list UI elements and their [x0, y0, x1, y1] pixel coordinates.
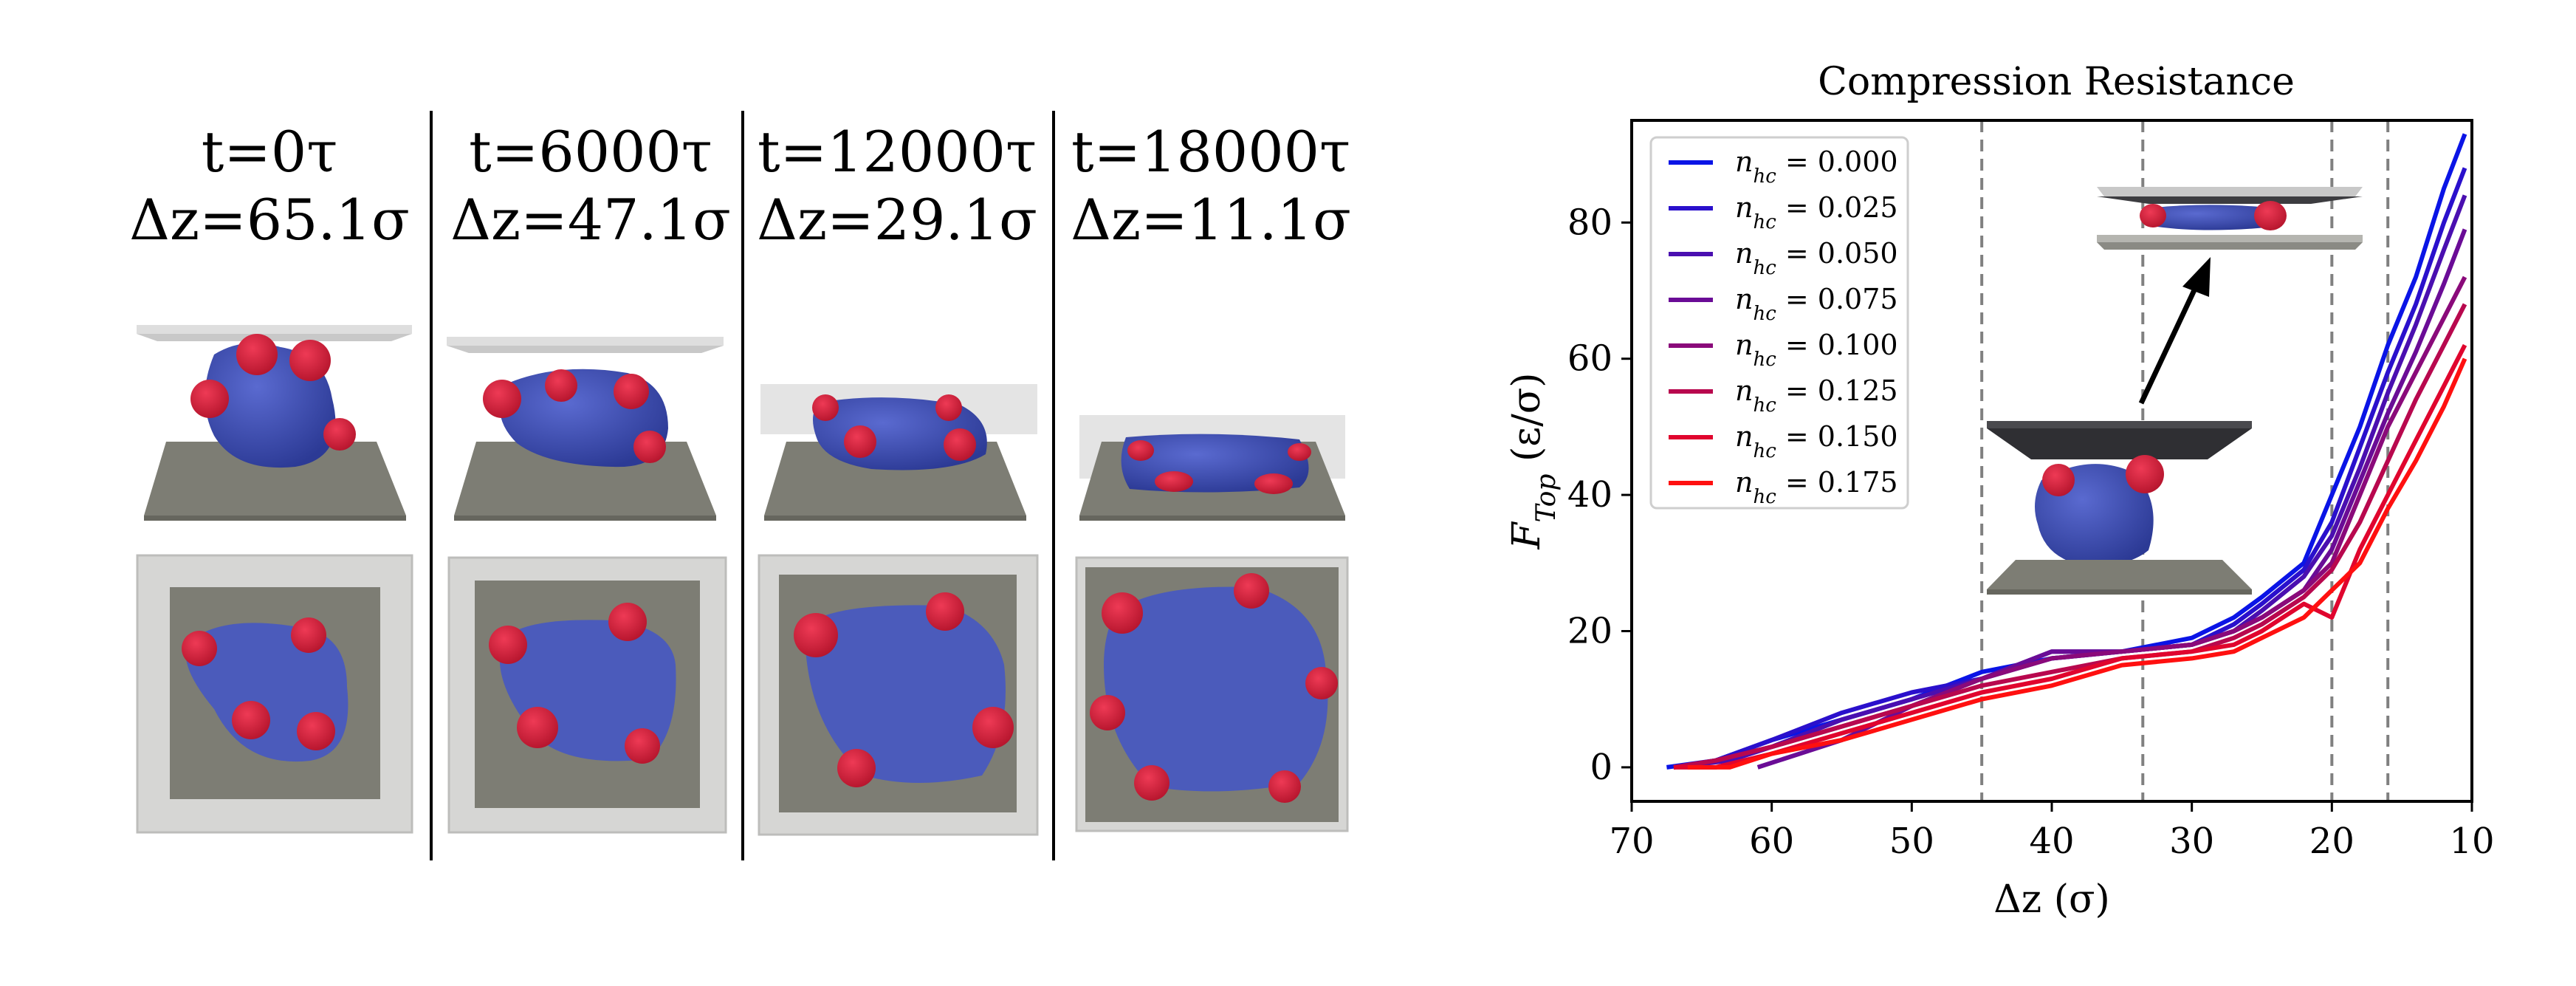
x-tick-label-0: 70 — [1609, 821, 1654, 862]
x-tick-label-3: 40 — [2029, 821, 2074, 862]
inset-schematic — [1987, 187, 2363, 595]
legend-label-7: nhc = 0.175 — [1735, 466, 1898, 508]
legend-label-2: nhc = 0.050 — [1735, 237, 1898, 279]
compression-chart: Compression Resistance 70 60 50 40 30 20 10 0 20… — [1505, 60, 2495, 922]
snapshot-time-0: t=0τ — [201, 119, 338, 185]
y-tick-label-0: 0 — [1590, 747, 1612, 788]
y-axis-label: FTop (ε/σ) — [1505, 372, 1562, 550]
legend-label-0: nhc = 0.000 — [1735, 145, 1898, 188]
x-tick-label-2: 50 — [1889, 821, 1934, 862]
snapshot-dz-2: Δz=29.1σ — [757, 187, 1037, 253]
y-axis-label-main: F — [1505, 521, 1549, 550]
snapshot-time-2: t=12000τ — [757, 119, 1037, 185]
top-view-1 — [447, 556, 727, 834]
side-view-2 — [760, 384, 1037, 521]
snapshot-label-2: t=12000τ Δz=29.1σ — [742, 118, 1052, 254]
top-view-3 — [1075, 556, 1349, 832]
snapshot-dz-3: Δz=11.1σ — [1071, 187, 1351, 253]
snapshot-renders — [136, 325, 1349, 836]
panel-divider-3 — [1052, 111, 1055, 860]
snapshot-dz-1: Δz=47.1σ — [450, 187, 731, 253]
legend-label-5: nhc = 0.125 — [1735, 374, 1898, 417]
side-view-1 — [447, 337, 724, 521]
series-line-5 — [1673, 303, 2467, 770]
series-line-7 — [1687, 357, 2467, 770]
tick-layer: 70 60 50 40 30 20 10 0 20 40 60 80 — [1567, 202, 2495, 862]
snapshot-time-3: t=18000τ — [1071, 119, 1351, 185]
snapshot-time-1: t=6000τ — [469, 119, 712, 185]
panel-divider-1 — [430, 111, 433, 860]
side-view-0 — [137, 325, 412, 521]
x-tick-label-5: 20 — [2309, 821, 2355, 862]
snapshot-label-3: t=18000τ Δz=11.1σ — [1056, 118, 1366, 254]
legend-label-3: nhc = 0.075 — [1735, 283, 1898, 325]
snapshot-label-1: t=6000τ Δz=47.1σ — [436, 118, 746, 254]
side-view-3 — [1079, 415, 1345, 521]
x-tick-label-1: 60 — [1749, 821, 1794, 862]
top-view-2 — [758, 554, 1039, 836]
snapshot-label-0: t=0τ Δz=65.1σ — [114, 118, 425, 254]
x-tick-label-4: 30 — [2169, 821, 2214, 862]
series-line-1 — [1673, 167, 2467, 770]
legend-label-1: nhc = 0.025 — [1735, 191, 1898, 233]
legend-label-6: nhc = 0.150 — [1735, 420, 1898, 462]
series-layer — [1666, 133, 2467, 770]
panel-divider-2 — [741, 111, 744, 860]
x-axis-label: Δz (σ) — [1993, 877, 2110, 922]
legend-label-4: nhc = 0.100 — [1735, 329, 1898, 371]
y-tick-label-4: 80 — [1567, 202, 1612, 243]
top-view-0 — [136, 554, 413, 834]
y-axis-label-units: (ε/σ) — [1505, 372, 1549, 473]
snapshot-panels: t=0τ Δz=65.1σ t=6000τ Δz=47.1σ t=12000τ … — [114, 111, 1366, 860]
y-tick-label-2: 40 — [1567, 474, 1612, 516]
chart-title: Compression Resistance — [1818, 60, 2295, 104]
y-tick-label-3: 60 — [1567, 338, 1612, 380]
series-line-6 — [1673, 343, 2467, 770]
x-tick-label-6: 10 — [2449, 821, 2494, 862]
y-axis-label-sub: Top — [1531, 474, 1562, 523]
snapshot-dz-0: Δz=65.1σ — [129, 187, 410, 253]
y-tick-label-1: 20 — [1567, 611, 1612, 652]
